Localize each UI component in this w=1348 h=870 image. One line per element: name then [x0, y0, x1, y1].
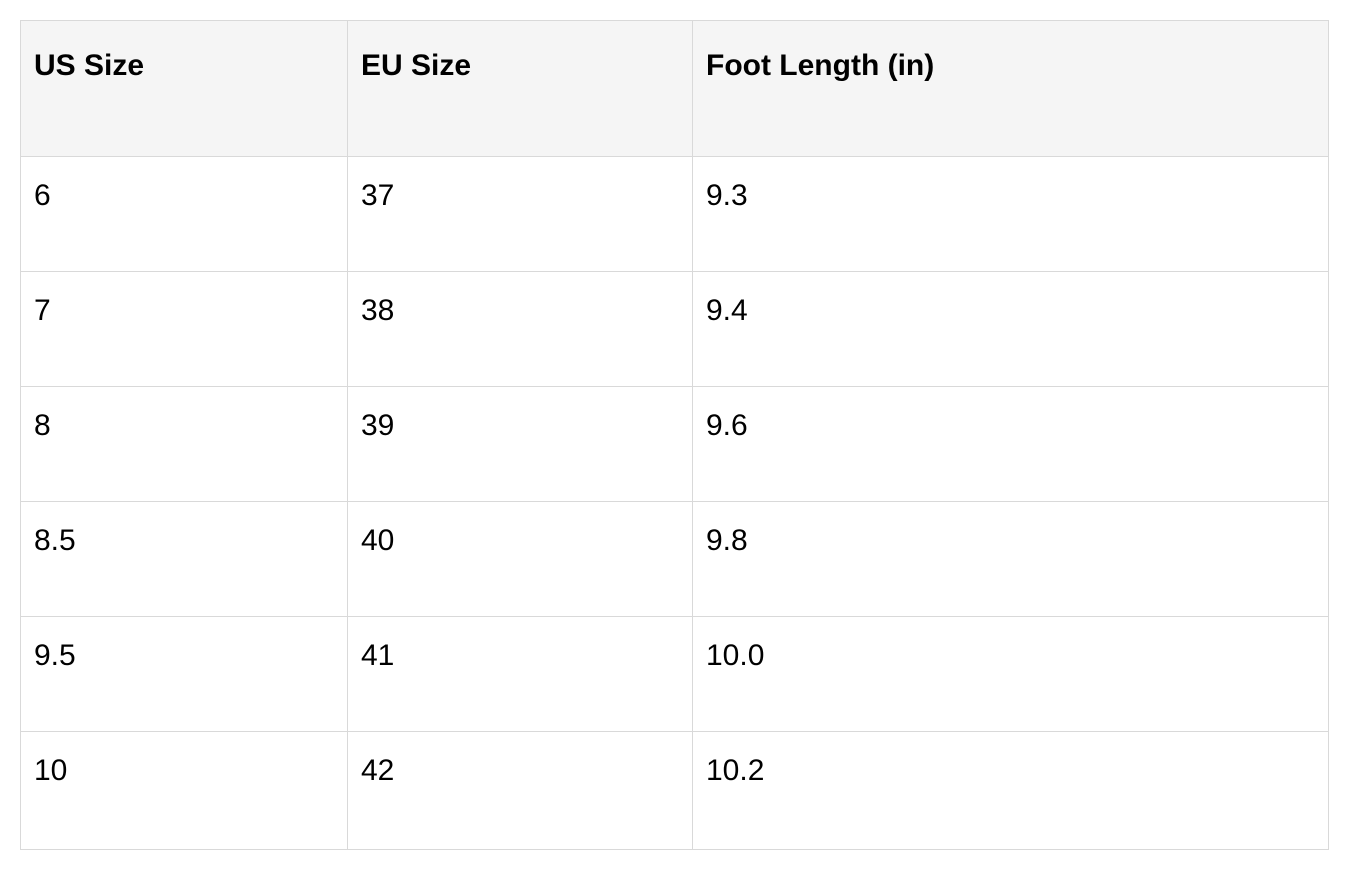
table-row: 8 39 9.6 [20, 386, 1329, 502]
cell-us-size: 6 [20, 156, 348, 272]
cell-foot-length: 9.4 [692, 271, 1329, 387]
table-body: 6 37 9.3 7 38 9.4 8 39 9.6 8.5 40 9.8 9.… [20, 156, 1329, 850]
cell-eu-size: 42 [347, 731, 693, 850]
cell-us-size: 8.5 [20, 501, 348, 617]
cell-us-size: 8 [20, 386, 348, 502]
cell-foot-length: 9.6 [692, 386, 1329, 502]
column-header-foot-length: Foot Length (in) [692, 20, 1329, 157]
table-row: 7 38 9.4 [20, 271, 1329, 387]
table-row: 9.5 41 10.0 [20, 616, 1329, 732]
size-conversion-table: US Size EU Size Foot Length (in) 6 37 9.… [20, 20, 1329, 850]
cell-us-size: 9.5 [20, 616, 348, 732]
header-row: US Size EU Size Foot Length (in) [20, 20, 1329, 157]
cell-eu-size: 40 [347, 501, 693, 617]
cell-us-size: 7 [20, 271, 348, 387]
cell-eu-size: 37 [347, 156, 693, 272]
table-row: 10 42 10.2 [20, 731, 1329, 850]
column-header-us-size: US Size [20, 20, 348, 157]
cell-eu-size: 41 [347, 616, 693, 732]
cell-eu-size: 39 [347, 386, 693, 502]
table-row: 6 37 9.3 [20, 156, 1329, 272]
table-header: US Size EU Size Foot Length (in) [20, 20, 1329, 157]
cell-foot-length: 9.3 [692, 156, 1329, 272]
table-row: 8.5 40 9.8 [20, 501, 1329, 617]
cell-eu-size: 38 [347, 271, 693, 387]
cell-foot-length: 9.8 [692, 501, 1329, 617]
cell-us-size: 10 [20, 731, 348, 850]
column-header-eu-size: EU Size [347, 20, 693, 157]
cell-foot-length: 10.2 [692, 731, 1329, 850]
cell-foot-length: 10.0 [692, 616, 1329, 732]
